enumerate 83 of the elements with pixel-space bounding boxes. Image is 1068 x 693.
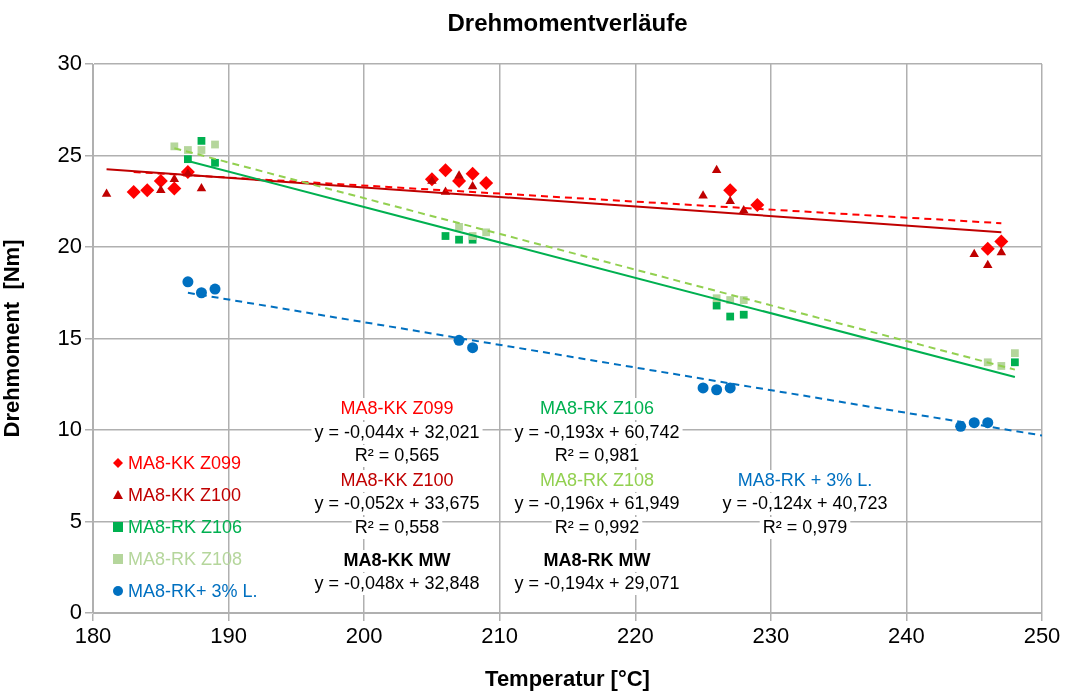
annotation: MA8-KK Z100	[340, 469, 454, 490]
annotation: R² = 0,979	[762, 516, 848, 537]
point	[182, 276, 194, 288]
point	[455, 235, 463, 244]
y-tick-label: 30	[57, 50, 82, 76]
point	[726, 312, 735, 321]
y-tick-label: 15	[57, 324, 82, 350]
x-tick-label: 220	[616, 623, 654, 649]
point	[983, 259, 993, 269]
point	[724, 382, 736, 394]
point	[156, 184, 166, 194]
point	[454, 170, 464, 179]
point	[441, 232, 450, 240]
x-axis-title: Temperatur [°C]	[485, 665, 650, 691]
y-tick-label: 10	[57, 416, 82, 442]
point	[126, 185, 141, 200]
x-tick-label: 230	[752, 623, 790, 649]
point	[750, 197, 765, 212]
annotation: MA8-RK Z106	[539, 397, 655, 418]
point	[980, 241, 995, 256]
point	[197, 136, 206, 145]
annotation: MA8-RK Z108	[539, 469, 655, 490]
x-tick-label: 180	[74, 623, 112, 649]
point	[465, 166, 480, 181]
point	[723, 183, 738, 198]
legend-label: MA8-KK Z099	[128, 452, 242, 473]
point	[969, 248, 979, 258]
point	[209, 283, 221, 295]
point	[467, 342, 479, 354]
point	[153, 174, 168, 189]
annotation: y = -0,196x + 61,949	[514, 492, 680, 513]
point	[479, 175, 494, 190]
x-tick-label: 200	[345, 623, 383, 649]
point	[1011, 349, 1019, 358]
y-tick-label: 5	[69, 507, 82, 533]
y-tick-label: 20	[57, 233, 82, 259]
point	[982, 417, 994, 429]
point	[996, 246, 1007, 256]
annotation: MA8-RK + 3% L.	[737, 469, 873, 490]
point	[438, 163, 453, 178]
point	[184, 155, 192, 164]
point	[197, 146, 206, 154]
annotation: R² = 0,981	[554, 444, 640, 465]
legend-label: MA8-KK Z100	[128, 484, 242, 505]
point	[211, 158, 219, 167]
legend-label: MA8-RK+ 3% L.	[128, 580, 258, 601]
y-axis-title: Drehmoment [Nm]	[0, 239, 25, 438]
point	[725, 195, 735, 204]
annotation: y = -0,193x + 60,742	[514, 421, 680, 442]
annotation: y = -0,052x + 33,675	[314, 492, 480, 513]
point	[697, 382, 709, 394]
x-tick-label: 250	[1023, 623, 1061, 649]
x-tick-label: 190	[210, 623, 247, 649]
point	[711, 164, 722, 173]
point	[167, 181, 182, 196]
annotation: MA8-KK Z099	[340, 397, 454, 418]
annotation: MA8-RK MW	[543, 549, 651, 570]
annotation: R² = 0,992	[554, 516, 640, 537]
annotation: y = -0,124x + 40,723	[722, 492, 888, 513]
point	[196, 182, 207, 192]
annotation: R² = 0,565	[354, 444, 440, 465]
point	[994, 234, 1009, 249]
x-tick-label: 210	[481, 623, 519, 649]
point	[140, 183, 155, 198]
annotation: y = -0,044x + 32,021	[314, 421, 480, 442]
point	[1011, 358, 1019, 367]
point	[739, 310, 748, 319]
point	[711, 384, 723, 396]
annotation: MA8-KK MW	[343, 549, 451, 570]
point	[211, 140, 219, 149]
point	[698, 190, 708, 199]
point	[712, 301, 721, 310]
x-tick-label: 240	[888, 623, 925, 649]
annotation: R² = 0,558	[354, 516, 440, 537]
point	[101, 188, 112, 197]
annotation: y = -0,194x + 29,071	[514, 572, 680, 593]
y-tick-label: 0	[69, 599, 82, 625]
y-tick-label: 25	[57, 141, 82, 167]
annotation: y = -0,048x + 32,848	[314, 572, 480, 593]
chart-title: Drehmomentverläufe	[447, 8, 688, 36]
point	[467, 181, 478, 190]
point	[738, 204, 749, 214]
legend-label: MA8-RK Z106	[128, 516, 243, 537]
